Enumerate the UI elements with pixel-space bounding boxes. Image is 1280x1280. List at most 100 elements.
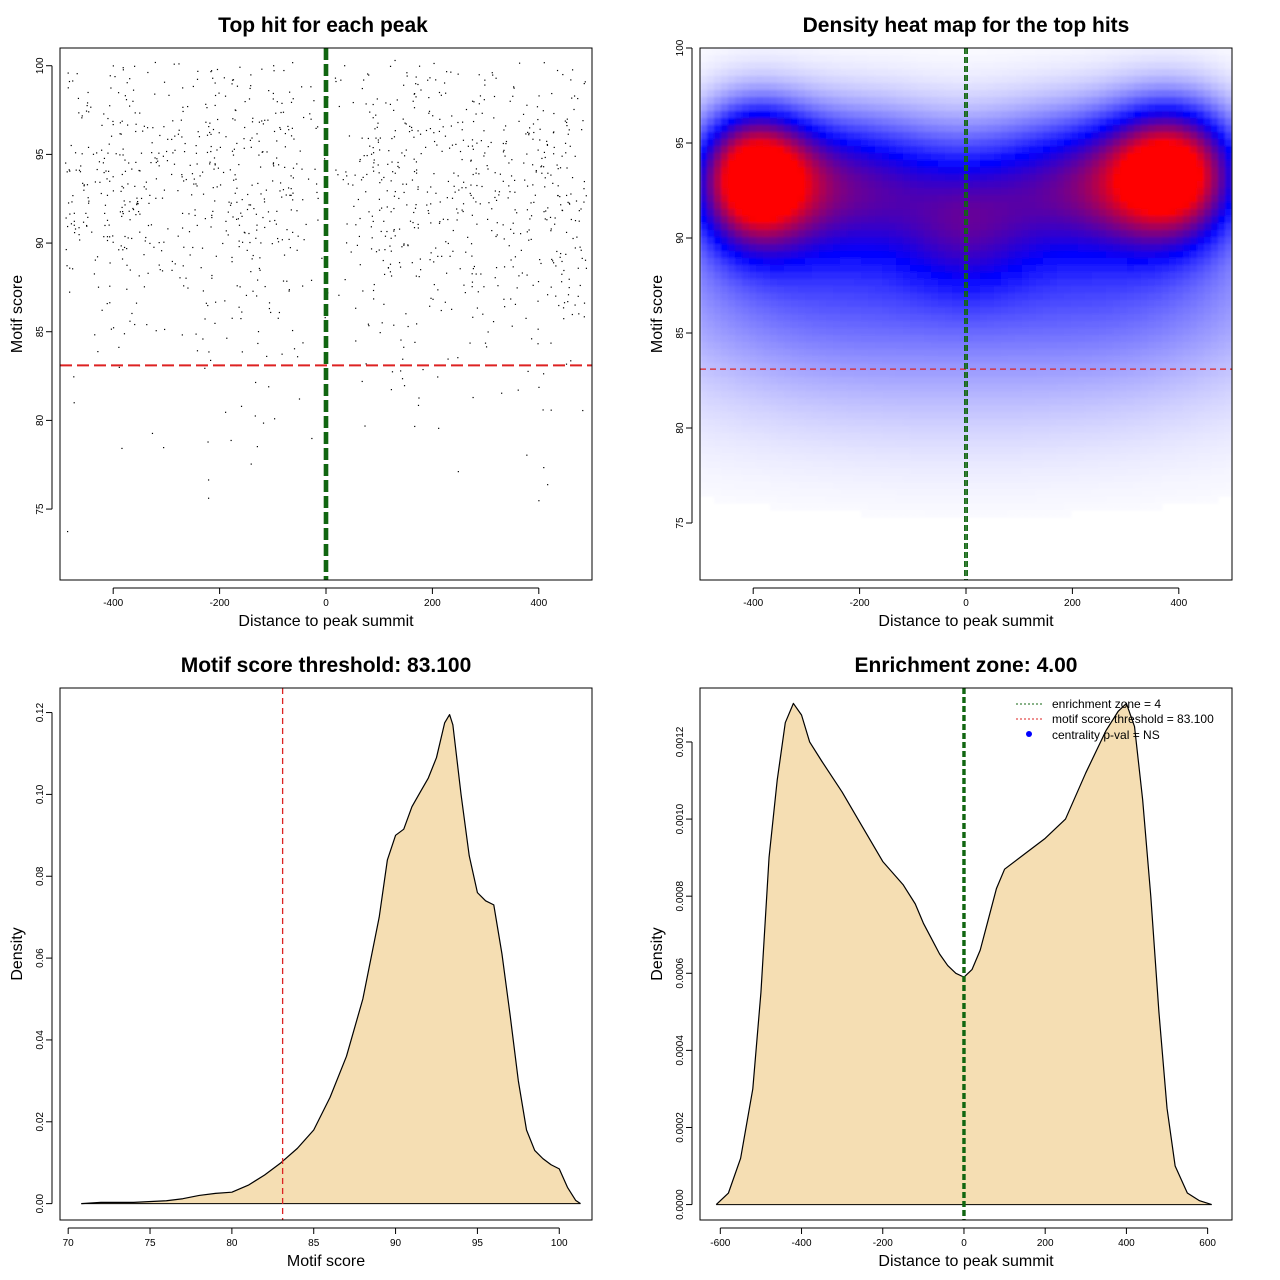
heatmap-cell	[749, 76, 757, 84]
heatmap-cell	[903, 76, 911, 84]
heatmap-cell	[966, 454, 974, 462]
heatmap-cell	[917, 76, 925, 84]
heatmap-cell	[840, 230, 848, 238]
heatmap-cell	[980, 468, 988, 476]
heatmap-cell	[1001, 475, 1009, 483]
heatmap-cell	[903, 209, 911, 217]
heatmap-cell	[826, 398, 834, 406]
heatmap-cell	[749, 265, 757, 273]
heatmap-cell	[889, 356, 897, 364]
heatmap-cell	[777, 146, 785, 154]
heatmap-cell	[1078, 251, 1086, 259]
heatmap-cell	[973, 83, 981, 91]
heatmap-cell	[1043, 237, 1051, 245]
heatmap-cell	[742, 370, 750, 378]
scatter-point	[376, 126, 378, 128]
heatmap-cell	[784, 349, 792, 357]
scatter-point	[475, 113, 477, 115]
heatmap-cell	[707, 363, 715, 371]
scatter-point	[391, 371, 394, 373]
heatmap-cell	[833, 440, 841, 448]
scatter-point	[401, 152, 403, 154]
heatmap-cell	[938, 482, 946, 490]
heatmap-cell	[812, 370, 820, 378]
scatter-point	[273, 418, 276, 420]
heatmap-cell	[945, 447, 953, 455]
heatmap-cell	[826, 258, 834, 266]
heatmap-cell	[1050, 475, 1058, 483]
scatter-point	[430, 203, 432, 205]
heatmap-cell	[945, 90, 953, 98]
scatter-point	[532, 164, 534, 166]
scatter-point	[433, 132, 435, 134]
scatter-point	[375, 137, 377, 139]
heatmap-cell	[1078, 335, 1086, 343]
heatmap-cell	[833, 153, 841, 161]
heatmap-cell	[847, 62, 855, 70]
heatmap-cell	[882, 76, 890, 84]
heatmap-cell	[1036, 265, 1044, 273]
heatmap-cell	[903, 307, 911, 315]
heatmap-cell	[707, 335, 715, 343]
heatmap-cell	[903, 286, 911, 294]
heatmap-cell	[875, 391, 883, 399]
heatmap-cell	[938, 167, 946, 175]
heatmap-cell	[1043, 426, 1051, 434]
heatmap-cell	[1057, 419, 1065, 427]
heatmap-cell	[854, 216, 862, 224]
scatter-point	[126, 124, 129, 126]
heatmap-cell	[924, 482, 932, 490]
heatmap-cell	[980, 328, 988, 336]
heatmap-cell	[742, 328, 750, 336]
heatmap-cell	[749, 335, 757, 343]
scatter-point	[199, 175, 201, 177]
heatmap-cell	[973, 363, 981, 371]
heatmap-cell	[714, 363, 722, 371]
heatmap-cell	[952, 265, 960, 273]
scatter-point	[238, 246, 240, 248]
heatmap-cell	[700, 426, 708, 434]
heatmap-cell	[980, 251, 988, 259]
heatmap-cell	[819, 104, 827, 112]
heatmap-cell	[994, 244, 1002, 252]
scatter-point	[123, 333, 126, 335]
scatter-point	[418, 276, 420, 278]
heatmap-cell	[910, 209, 918, 217]
heatmap-cell	[819, 377, 827, 385]
scatter-point	[249, 241, 251, 244]
scatter-point	[288, 289, 290, 291]
heatmap-cell	[805, 461, 813, 469]
heatmap-cell	[714, 216, 722, 224]
heatmap-cell	[959, 503, 967, 511]
heatmap-cell	[1064, 69, 1072, 77]
heatmap-cell	[826, 48, 834, 56]
heatmap-cell	[791, 209, 799, 217]
scatter-point	[279, 128, 282, 130]
heatmap-cell	[735, 76, 743, 84]
heatmap-cell	[812, 76, 820, 84]
heatmap-cell	[903, 174, 911, 182]
heatmap-cell	[805, 468, 813, 476]
scatter-point	[565, 363, 568, 365]
heatmap-cell	[1015, 503, 1023, 511]
heatmap-cell	[1057, 363, 1065, 371]
heatmap-cell	[1071, 412, 1079, 420]
heatmap-cell	[854, 426, 862, 434]
scatter-point	[181, 334, 183, 336]
heatmap-cell	[980, 76, 988, 84]
heatmap-cell	[938, 237, 946, 245]
scatter-point	[118, 366, 120, 368]
heatmap-cell	[896, 447, 904, 455]
heatmap-cell	[840, 76, 848, 84]
heatmap-cell	[882, 510, 890, 518]
heatmap-cell	[777, 272, 785, 280]
heatmap-cell	[1057, 475, 1065, 483]
heatmap-cell	[987, 412, 995, 420]
heatmap-cell	[1085, 293, 1093, 301]
scatter-point	[264, 119, 266, 121]
heatmap-cell	[1008, 237, 1016, 245]
heatmap-cell	[819, 97, 827, 105]
heatmap-cell	[896, 202, 904, 210]
heatmap-cell	[798, 104, 806, 112]
scatter-point	[371, 237, 373, 239]
